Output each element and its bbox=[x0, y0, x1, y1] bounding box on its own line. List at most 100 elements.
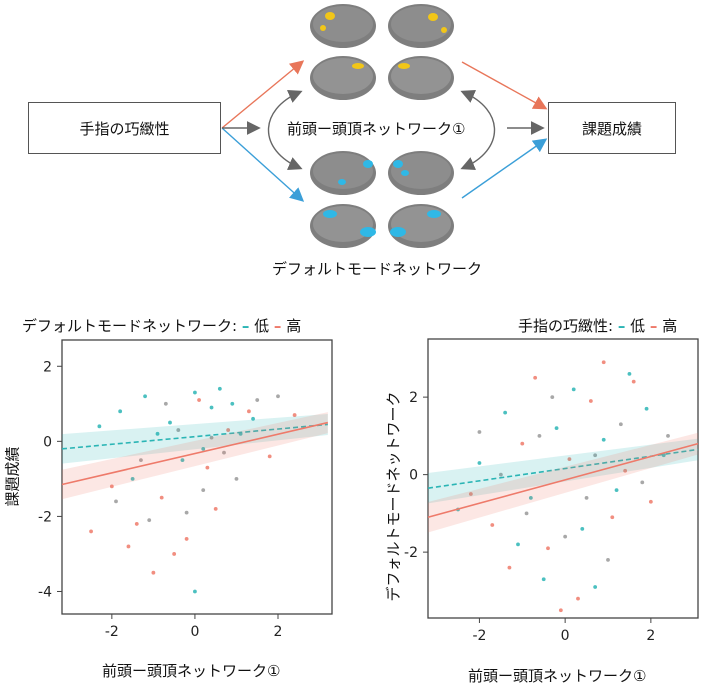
brain-top-right-medial-icon bbox=[388, 56, 454, 100]
performance-label: 課題成績 bbox=[581, 119, 642, 138]
left-point-series-1 bbox=[159, 495, 164, 500]
left-trend-line-series-1 bbox=[61, 421, 329, 486]
left-point-series-0 bbox=[209, 405, 214, 410]
right-point-series-1 bbox=[601, 360, 606, 365]
right-y-tick-label: 2 bbox=[409, 390, 418, 406]
left-point-series-1 bbox=[126, 544, 131, 549]
left-point-series-2 bbox=[176, 428, 181, 432]
right-x-tick-label: 2 bbox=[646, 628, 655, 644]
right-point-series-2 bbox=[618, 422, 623, 427]
right-point-series-2 bbox=[666, 433, 670, 438]
right-y-axis-label: デフォルトモードネットワーク bbox=[384, 391, 403, 602]
curved-arrow-left bbox=[267, 89, 303, 171]
right-point-series-2 bbox=[593, 453, 598, 458]
left-point-series-1 bbox=[205, 465, 210, 470]
right-point-series-1 bbox=[520, 441, 525, 446]
left-point-series-2 bbox=[139, 458, 143, 463]
left-point-series-0 bbox=[118, 409, 123, 414]
dmn-bottom-label: デフォルトモードネットワーク bbox=[272, 260, 483, 278]
right-point-series-1 bbox=[468, 492, 473, 496]
right-point-series-0 bbox=[503, 410, 508, 415]
left-x-axis-label: 前頭ー頭頂ネットワーク① bbox=[102, 662, 281, 680]
left-point-series-0 bbox=[143, 394, 147, 399]
left-point-series-0 bbox=[193, 390, 197, 395]
right-point-series-1 bbox=[648, 499, 653, 504]
right-point-series-1 bbox=[588, 399, 593, 403]
arrow-dexterity-to-fpn bbox=[221, 60, 305, 129]
left-x-tick-label: 0 bbox=[190, 624, 199, 640]
legend-low-dash-icon: – bbox=[617, 317, 626, 335]
left-point-series-1 bbox=[292, 413, 297, 417]
left-legend-title: デフォルトモードネットワーク: bbox=[22, 317, 238, 335]
right-point-series-0 bbox=[614, 488, 619, 493]
right-point-series-2 bbox=[537, 433, 542, 438]
legend-high-dash-icon: – bbox=[273, 317, 282, 335]
left-trend-line-series-0 bbox=[61, 423, 328, 450]
right-point-series-0 bbox=[627, 371, 632, 376]
right-point-series-0 bbox=[477, 461, 482, 465]
left-y-tick-label: -2 bbox=[38, 509, 52, 525]
left-point-series-2 bbox=[147, 518, 152, 523]
performance-box: 課題成績 bbox=[548, 102, 676, 154]
left-y-tick-label: 0 bbox=[43, 434, 52, 450]
right-legend-low: 低 bbox=[630, 317, 646, 335]
right-point-series-1 bbox=[576, 596, 580, 601]
left-point-series-1 bbox=[226, 428, 231, 432]
right-point-series-2 bbox=[606, 557, 610, 562]
left-point-series-1 bbox=[151, 570, 156, 575]
brain-top-right-lateral-icon bbox=[388, 4, 454, 48]
left-ci-band-series-1 bbox=[62, 412, 328, 500]
left-point-series-0 bbox=[168, 420, 172, 425]
right-point-series-1 bbox=[567, 457, 572, 462]
left-legend-high: 高 bbox=[286, 317, 302, 335]
right-point-series-2 bbox=[524, 511, 529, 516]
right-point-series-0 bbox=[580, 526, 585, 531]
left-point-series-1 bbox=[213, 507, 218, 511]
left-point-series-1 bbox=[184, 537, 189, 541]
right-point-series-0 bbox=[661, 453, 666, 458]
right-ci-band-series-1 bbox=[428, 432, 698, 533]
right-y-tick-label: 0 bbox=[409, 468, 418, 484]
right-point-series-2 bbox=[640, 480, 645, 485]
left-y-tick-label: -4 bbox=[38, 584, 52, 600]
left-point-series-2 bbox=[234, 476, 239, 481]
right-point-series-0 bbox=[644, 406, 649, 411]
arrow-dmn-to-performance bbox=[461, 138, 548, 199]
right-point-series-1 bbox=[623, 468, 628, 473]
right-point-series-0 bbox=[601, 437, 606, 442]
network-diagram bbox=[221, 4, 548, 248]
left-point-series-2 bbox=[209, 435, 214, 440]
right-x-tick-label: 0 bbox=[561, 628, 570, 644]
right-point-series-2 bbox=[498, 472, 503, 477]
arrow-dexterity-to-dmn bbox=[221, 127, 305, 202]
left-point-series-1 bbox=[197, 398, 201, 402]
left-point-series-0 bbox=[130, 476, 135, 481]
left-x-tick-label: -2 bbox=[105, 624, 119, 640]
left-ci-band-series-0 bbox=[62, 413, 328, 464]
right-trend-line-series-1 bbox=[427, 442, 699, 519]
left-point-series-1 bbox=[109, 484, 114, 489]
right-point-series-0 bbox=[554, 426, 559, 431]
left-point-series-0 bbox=[251, 416, 255, 421]
right-point-series-0 bbox=[571, 387, 576, 392]
right-point-series-1 bbox=[507, 565, 512, 570]
left-y-axis-label: 課題成績 bbox=[3, 446, 22, 507]
curved-arrow-right bbox=[460, 89, 496, 171]
fpn-center-label: 前頭ー頭頂ネットワーク① bbox=[287, 120, 466, 138]
right-point-series-1 bbox=[546, 546, 550, 551]
left-point-series-0 bbox=[193, 589, 197, 594]
left-point-series-0 bbox=[180, 458, 185, 463]
right-point-series-0 bbox=[541, 577, 546, 582]
dexterity-box: 手指の巧緻性 bbox=[28, 102, 221, 154]
left-legend-low: 低 bbox=[254, 317, 270, 335]
left-point-series-2 bbox=[276, 394, 280, 399]
left-point-series-0 bbox=[217, 386, 222, 391]
right-legend-title: 手指の巧緻性: bbox=[518, 317, 614, 335]
left-point-series-2 bbox=[114, 499, 118, 504]
right-point-series-2 bbox=[584, 495, 589, 500]
brain-bottom-left-lateral-icon bbox=[310, 151, 376, 195]
right-y-tick-label: -2 bbox=[404, 545, 418, 561]
right-ci-band-series-0 bbox=[428, 438, 698, 504]
right-point-series-2 bbox=[563, 534, 568, 539]
right-point-series-1 bbox=[490, 523, 495, 527]
